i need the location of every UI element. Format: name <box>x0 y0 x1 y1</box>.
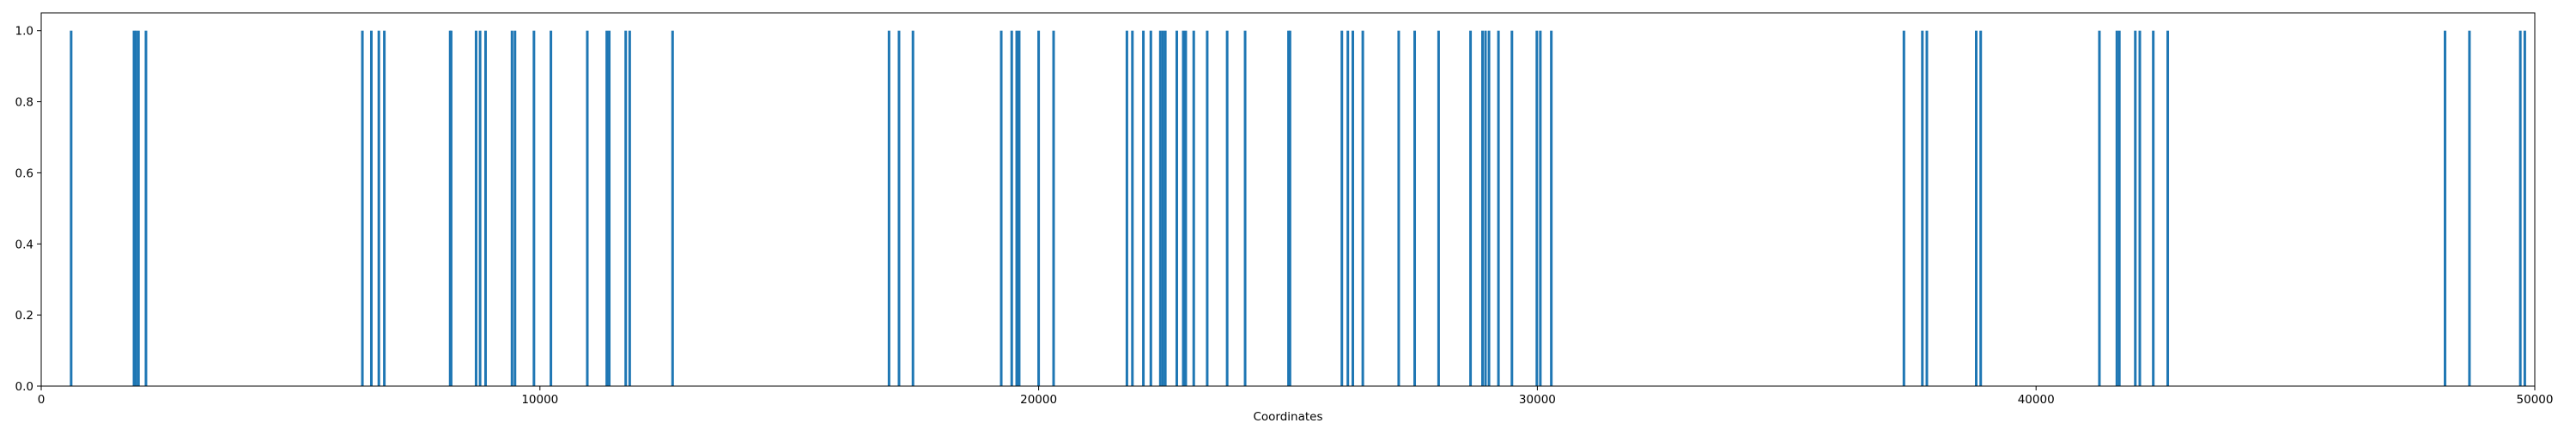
bar <box>144 30 148 387</box>
x-axis-label: Coordinates <box>1253 410 1322 424</box>
x-tick-label: 20000 <box>1020 393 1057 407</box>
y-axis-ticks: 0.0 0.2 0.4 0.6 0.8 1.0 <box>15 25 41 394</box>
bar <box>1243 30 1247 387</box>
bar <box>134 30 137 387</box>
bar <box>1469 30 1473 387</box>
bar <box>361 30 364 387</box>
bars-group <box>70 30 2526 387</box>
bar <box>911 30 914 387</box>
bar <box>1340 30 1344 387</box>
bar <box>624 30 628 387</box>
bar <box>377 30 380 387</box>
bar <box>1975 30 1978 387</box>
bar <box>449 30 453 387</box>
bar <box>1052 30 1055 387</box>
bar <box>1921 30 1924 387</box>
bar <box>628 30 631 387</box>
bar <box>1484 30 1487 387</box>
bar <box>1015 30 1018 387</box>
bar <box>478 30 482 387</box>
bar <box>999 30 1003 387</box>
bar <box>550 30 553 387</box>
plot-frame <box>40 12 2536 387</box>
bar <box>383 30 386 387</box>
x-tick-label: 30000 <box>1519 393 1556 407</box>
bar <box>897 30 901 387</box>
bar <box>1437 30 1440 387</box>
y-tick-label: 0.6 <box>15 166 33 180</box>
bar <box>1288 30 1291 387</box>
x-tick-label: 40000 <box>2018 393 2055 407</box>
bar <box>1361 30 1364 387</box>
bar <box>532 30 536 387</box>
bar <box>1010 30 1013 387</box>
plot-background <box>41 13 2576 386</box>
bar <box>1184 30 1188 387</box>
bar <box>1902 30 1905 387</box>
bar <box>1925 30 1929 387</box>
bar <box>1149 30 1152 387</box>
x-tick-label: 50000 <box>2517 393 2554 407</box>
bar <box>1346 30 1350 387</box>
bar <box>1142 30 1145 387</box>
bar <box>2468 30 2471 387</box>
bar <box>70 30 73 387</box>
x-tick-label: 0 <box>38 393 46 407</box>
bar <box>1510 30 1514 387</box>
bar <box>1158 30 1162 387</box>
bar <box>474 30 477 387</box>
bar <box>2152 30 2155 387</box>
bar <box>1481 30 1485 387</box>
bar <box>605 30 609 387</box>
y-tick-label: 0.0 <box>15 380 33 394</box>
bar <box>2117 30 2121 387</box>
bar <box>1175 30 1178 387</box>
bar <box>1037 30 1041 387</box>
x-tick-label: 10000 <box>521 393 558 407</box>
bar <box>132 30 136 387</box>
y-tick-label: 0.8 <box>15 96 33 110</box>
bar <box>608 30 611 387</box>
bar <box>1535 30 1539 387</box>
bar <box>1182 30 1185 387</box>
bar <box>1125 30 1128 387</box>
bar <box>2134 30 2137 387</box>
bar <box>1206 30 1209 387</box>
bar <box>2518 30 2522 387</box>
x-axis-ticks: 0 10000 20000 30000 40000 50000 <box>38 386 2554 407</box>
bar <box>1287 30 1291 387</box>
bar <box>586 30 589 387</box>
y-tick-label: 0.2 <box>15 309 33 323</box>
bar <box>510 30 513 387</box>
bar <box>483 30 487 387</box>
bar <box>2115 30 2118 387</box>
bar <box>1131 30 1134 387</box>
bar <box>1413 30 1417 387</box>
y-tick-label: 1.0 <box>15 25 33 39</box>
bar <box>1163 30 1167 387</box>
bar <box>1018 30 1021 387</box>
y-tick-label: 0.4 <box>15 238 33 251</box>
bar <box>2523 30 2526 387</box>
bar <box>1397 30 1400 387</box>
bar <box>1539 30 1542 387</box>
bar <box>369 30 373 387</box>
bar <box>1225 30 1229 387</box>
bar <box>513 30 517 387</box>
bar <box>2098 30 2101 387</box>
bar <box>1497 30 1500 387</box>
bar <box>1550 30 1553 387</box>
bar <box>1352 30 1354 387</box>
bar <box>137 30 140 387</box>
bar <box>2166 30 2170 387</box>
bar <box>1161 30 1164 387</box>
bar <box>2443 30 2446 387</box>
bar <box>1192 30 1195 387</box>
bar <box>887 30 890 387</box>
bar <box>2138 30 2142 387</box>
bar <box>671 30 674 387</box>
bar <box>1487 30 1491 387</box>
bar <box>1979 30 1983 387</box>
